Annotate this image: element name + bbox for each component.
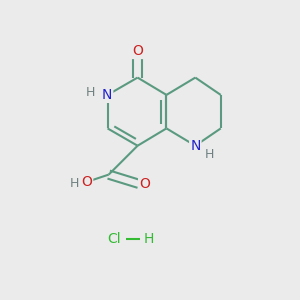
Text: O: O (132, 44, 143, 58)
Text: N: N (102, 88, 112, 102)
Text: H: H (144, 232, 154, 246)
Text: H: H (205, 148, 214, 161)
Text: Cl: Cl (108, 232, 121, 246)
Text: O: O (139, 177, 150, 191)
Text: N: N (190, 139, 200, 153)
Text: O: O (81, 175, 92, 188)
Text: H: H (86, 85, 96, 99)
Text: H: H (69, 177, 79, 190)
